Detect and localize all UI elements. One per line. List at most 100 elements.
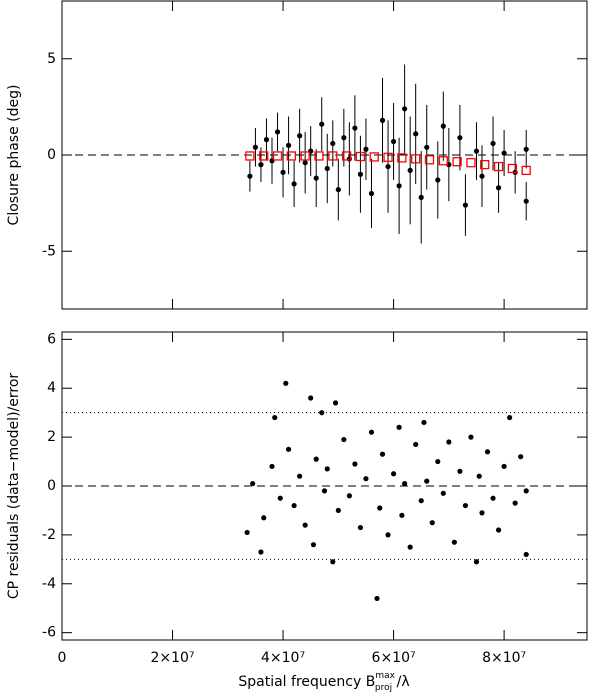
data-point xyxy=(272,414,278,421)
data-point xyxy=(285,446,292,452)
model-point xyxy=(383,152,393,162)
data-point xyxy=(352,461,358,467)
model-point xyxy=(355,151,366,162)
data-point xyxy=(507,414,513,421)
model-point xyxy=(466,158,476,168)
data-point xyxy=(424,478,430,484)
data-point xyxy=(379,117,386,123)
data-point xyxy=(263,137,270,143)
model-point xyxy=(328,151,338,161)
data-point xyxy=(479,173,485,179)
data-point xyxy=(357,524,364,531)
data-point xyxy=(490,495,496,501)
data-point xyxy=(346,493,352,499)
data-point xyxy=(523,488,529,494)
data-point xyxy=(319,121,325,127)
x-tick-label: 2×10⁷ xyxy=(150,650,194,666)
data-point xyxy=(377,505,383,511)
data-point xyxy=(435,458,441,465)
x-axis-label-main: Spatial frequency B xyxy=(238,674,375,690)
model-point xyxy=(397,153,407,163)
data-point xyxy=(512,500,518,506)
data-point xyxy=(308,395,314,401)
data-point xyxy=(321,488,328,494)
data-point xyxy=(446,439,452,445)
y-tick-label: 5 xyxy=(47,51,56,67)
y-tick-label: -5 xyxy=(42,243,56,259)
data-point xyxy=(280,169,286,175)
data-point xyxy=(418,194,424,200)
data-point xyxy=(250,480,256,487)
data-point xyxy=(335,187,341,193)
model-point xyxy=(259,151,269,161)
data-point xyxy=(390,138,397,145)
data-point xyxy=(390,471,397,477)
data-point xyxy=(363,146,369,152)
data-point xyxy=(341,436,347,443)
data-point xyxy=(396,424,402,430)
data-point xyxy=(501,463,507,470)
data-point xyxy=(332,400,339,406)
x-axis-label-tail: /λ xyxy=(392,674,409,690)
data-point xyxy=(385,163,391,170)
y-tick-label: 0 xyxy=(47,147,56,163)
data-point xyxy=(402,480,408,487)
x-tick-label: 8×10⁷ xyxy=(482,650,526,666)
model-point xyxy=(438,156,448,166)
data-point xyxy=(399,512,405,518)
y-tick-label: -6 xyxy=(42,625,56,641)
data-point xyxy=(313,175,319,181)
y-tick-label: 2 xyxy=(47,429,56,445)
data-point xyxy=(495,185,502,191)
data-point xyxy=(277,495,283,501)
data-point xyxy=(462,202,469,208)
data-point xyxy=(495,527,502,533)
model-point xyxy=(411,154,421,164)
model-point xyxy=(341,151,352,161)
data-point xyxy=(479,510,485,516)
model-point xyxy=(314,151,324,161)
model-point xyxy=(286,151,296,161)
x-tick-label: 4×10⁷ xyxy=(261,650,305,666)
data-point xyxy=(523,198,529,204)
data-point xyxy=(523,551,529,558)
data-point xyxy=(319,410,325,416)
data-point xyxy=(302,522,308,528)
data-point xyxy=(274,129,281,135)
data-point xyxy=(435,177,441,183)
data-point xyxy=(283,380,289,386)
model-point xyxy=(272,151,283,161)
model-point xyxy=(507,163,518,174)
data-point xyxy=(247,173,253,179)
data-point xyxy=(313,456,319,462)
data-point xyxy=(457,135,463,141)
data-point xyxy=(379,451,386,457)
data-point xyxy=(418,498,424,504)
y-axis-label: Closure phase (deg) xyxy=(6,85,22,226)
model-point xyxy=(369,152,379,162)
data-point xyxy=(363,476,369,482)
x-tick-label: 0 xyxy=(58,650,67,666)
data-point xyxy=(368,429,375,435)
data-point xyxy=(468,434,474,440)
data-point xyxy=(352,125,358,131)
x-axis-label: Spatial frequency Bmax proj /λ xyxy=(238,671,409,693)
data-point xyxy=(451,539,457,545)
data-point xyxy=(429,520,435,526)
data-point xyxy=(310,542,317,548)
data-point xyxy=(324,165,330,172)
data-point xyxy=(357,171,364,177)
data-point xyxy=(261,515,267,521)
data-point xyxy=(413,131,419,137)
data-point xyxy=(476,473,482,479)
data-point xyxy=(330,559,336,565)
model-point xyxy=(493,161,504,172)
data-point xyxy=(518,454,524,460)
data-point xyxy=(285,142,292,148)
data-point xyxy=(457,468,463,474)
data-point xyxy=(421,419,427,426)
data-point xyxy=(341,135,347,141)
data-point xyxy=(302,160,308,166)
data-point xyxy=(258,549,264,555)
